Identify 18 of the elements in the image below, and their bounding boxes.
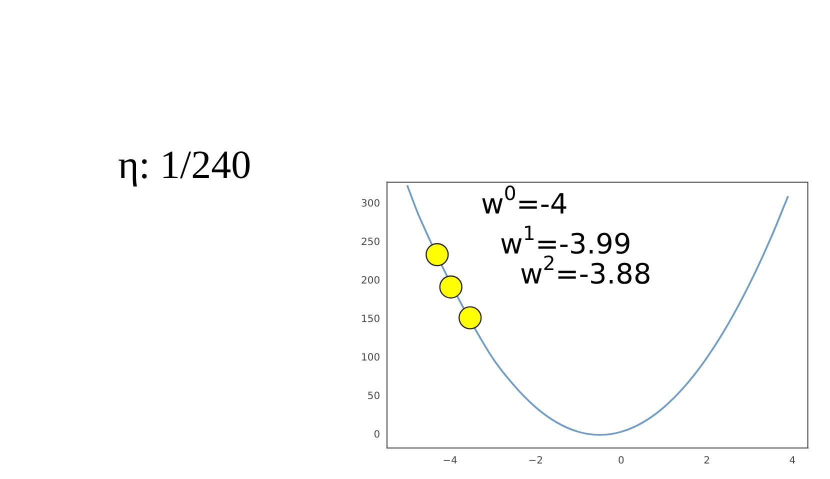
point — [458, 306, 482, 330]
point — [426, 243, 449, 266]
y-tick-label: 50 — [367, 390, 380, 402]
x-tick-label: 2 — [704, 456, 710, 467]
x-tick-label: 4 — [789, 456, 796, 467]
x-tick-label: 0 — [618, 456, 624, 467]
line-series — [406, 184, 790, 436]
y-tick-label: 250 — [360, 236, 380, 248]
y-tick-label: 100 — [360, 352, 380, 364]
text: η: 1/240 — [118, 142, 252, 187]
y-tick-label: 200 — [360, 275, 380, 286]
y-tick-label: 150 — [360, 314, 380, 325]
y-tick-label: 300 — [360, 198, 380, 210]
annotation: w$^{0}$=-4 — [481, 182, 568, 221]
x-tick-label: −2 — [528, 456, 543, 467]
y-tick-label: 0 — [374, 429, 380, 440]
point — [439, 275, 462, 299]
x-tick-label: −4 — [442, 456, 458, 467]
